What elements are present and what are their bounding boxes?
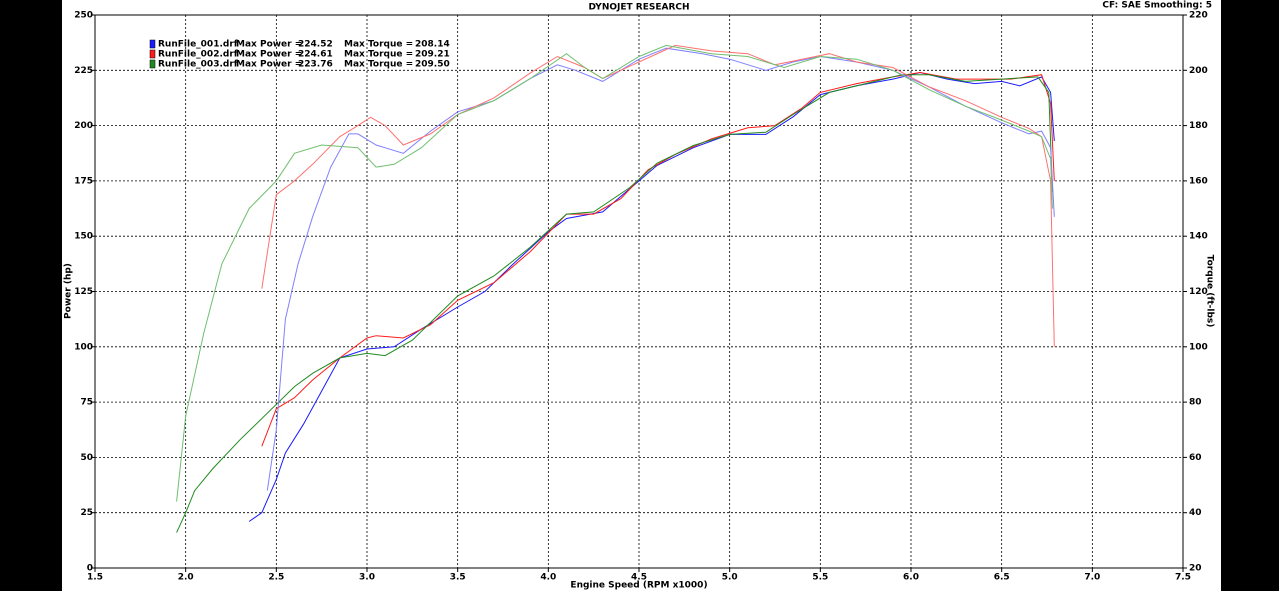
legend-name: RunFile_001.drf [158, 40, 238, 50]
x-tick-label: 5.5 [812, 573, 828, 583]
legend-power-label: Max Power = [236, 50, 302, 60]
legend-torque-label: Max Torque = [344, 60, 413, 70]
series-line [176, 44, 1053, 502]
x-tick-label: 5.0 [722, 573, 738, 583]
legend-power-label: Max Power = [236, 60, 302, 70]
x-tick-label: 1.5 [87, 573, 103, 583]
y2-tick-label: 120 [1189, 287, 1208, 297]
x-tick-label: 7.5 [1175, 573, 1191, 583]
x-tick-label: 6.5 [994, 573, 1010, 583]
legend-power-value: 223.76 [298, 60, 333, 70]
x-tick-label: 2.5 [268, 573, 284, 583]
y2-tick-label: 80 [1189, 398, 1202, 408]
x-tick-label: 4.5 [631, 573, 647, 583]
legend-name: RunFile_002.drf [158, 50, 238, 60]
legend-torque-value: 209.50 [415, 60, 450, 70]
y2-tick-label: 140 [1189, 232, 1208, 242]
y2-tick-label: 160 [1189, 176, 1208, 186]
x-tick-label: 2.0 [178, 573, 194, 583]
y2-tick-label: 20 [1189, 564, 1202, 574]
plot: 1.5 2.0 2.5 3.0 3.5 4.0 4.5 5.0 5.5 6.0 6.5 7.0 7.5 0… [74, 11, 1208, 583]
x-tick-label: 3.0 [359, 573, 375, 583]
series-line [176, 74, 1053, 533]
legend-torque-label: Max Torque = [344, 40, 413, 50]
y2-axis-label: Torque (ft-lbs) [1205, 255, 1215, 328]
y2-tick-label: 100 [1189, 342, 1208, 352]
series-line [248, 71, 1055, 522]
y-axis-label: Power (hp) [64, 263, 74, 319]
x-axis-label: Engine Speed (RPM x1000) [570, 581, 707, 591]
y2-tick-label: 40 [1189, 508, 1202, 518]
y-tick-label: 75 [80, 398, 93, 408]
legend-power-label: Max Power = [236, 40, 302, 50]
y-tick-label: 0 [87, 564, 93, 574]
y2-tick-label: 180 [1189, 121, 1208, 131]
x-tick-label: 7.0 [1084, 573, 1100, 583]
chart-title: DYNOJET RESEARCH [588, 3, 689, 13]
plot-frame [94, 14, 1184, 569]
x-tick-label: 6.0 [903, 573, 919, 583]
legend-torque-value: 208.14 [415, 40, 450, 50]
y-tick-label: 200 [74, 121, 93, 131]
legend-power-value: 224.52 [298, 40, 333, 50]
y-tick-label: 225 [74, 66, 93, 76]
legend-swatch [149, 59, 156, 69]
y-tick-label: 250 [74, 11, 93, 21]
y2-tick-label: 60 [1189, 453, 1202, 463]
legend-name: RunFile_003.drf [158, 60, 238, 70]
legend-torque-label: Max Torque = [344, 50, 413, 60]
series-line [266, 47, 1055, 491]
series-line [261, 44, 1055, 347]
y2-tick-label: 220 [1189, 11, 1208, 21]
x-tick-label: 4.0 [540, 573, 556, 583]
y-tick-label: 50 [80, 453, 93, 463]
y-tick-label: 125 [74, 287, 93, 297]
y-tick-label: 100 [74, 342, 93, 352]
y-tick-label: 150 [74, 232, 93, 242]
chart-background [62, 0, 1221, 591]
x-tick-label: 3.5 [450, 573, 466, 583]
y2-tick-label: 200 [1189, 66, 1208, 76]
y-tick-label: 25 [80, 508, 93, 518]
series-line [261, 71, 1055, 447]
legend-swatch [149, 39, 156, 49]
legend-power-value: 224.61 [298, 50, 333, 60]
legend-torque-value: 209.21 [415, 50, 450, 60]
y-tick-label: 175 [74, 176, 93, 186]
chart-subtitle: CF: SAE Smoothing: 5 [1102, 1, 1212, 11]
legend-swatch [149, 49, 156, 59]
